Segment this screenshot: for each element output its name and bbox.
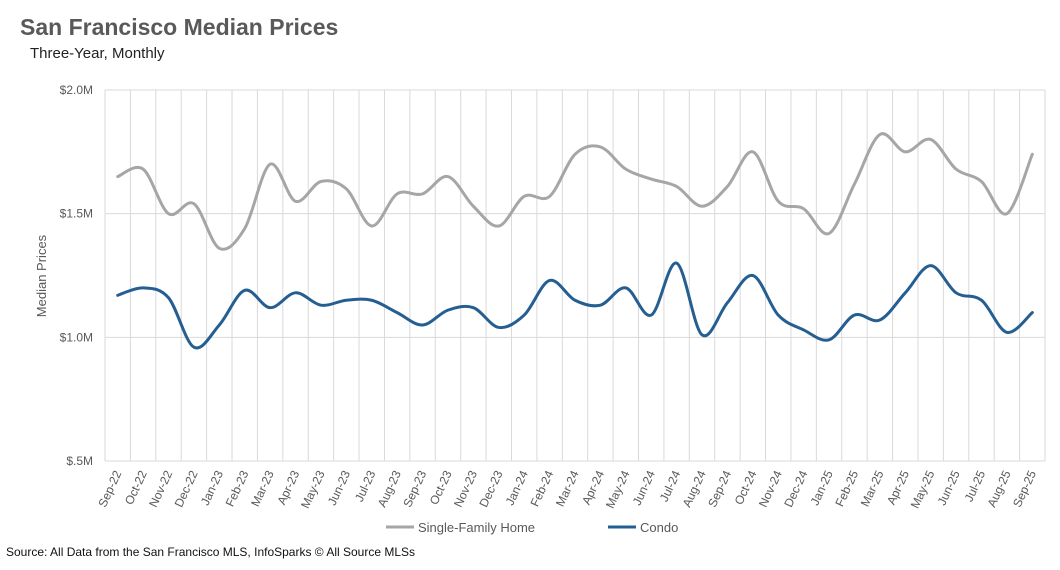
chart-title: San Francisco Median Prices — [20, 14, 339, 40]
y-axis-label: Median Prices — [34, 234, 49, 317]
x-tick-label: Sep-22 — [95, 468, 124, 509]
x-tick-label: Oct-23 — [427, 468, 455, 507]
x-tick-label: Dec-22 — [172, 468, 201, 509]
x-tick-label: Apr-23 — [274, 468, 302, 507]
x-tick-label: Jan-25 — [808, 468, 836, 507]
x-tick-label: May-24 — [603, 468, 633, 510]
x-tick-label: Jul-24 — [657, 468, 684, 504]
x-tick-label: Jan-24 — [503, 468, 531, 507]
y-tick-label: $2.0M — [60, 83, 93, 97]
x-tick-label: Oct-22 — [122, 468, 150, 507]
x-tick-label: Sep-24 — [705, 468, 734, 509]
y-tick-label: $1.5M — [60, 207, 93, 221]
x-tick-label: Apr-24 — [579, 468, 607, 507]
x-tick-label: Oct-24 — [732, 468, 760, 507]
x-tick-label: Dec-23 — [476, 468, 505, 509]
legend-label: Condo — [640, 520, 678, 535]
y-tick-label: $1.0M — [60, 330, 93, 344]
chart-subtitle: Three-Year, Monthly — [30, 45, 165, 62]
x-tick-label: Mar-25 — [858, 468, 887, 509]
x-tick-label: May-23 — [298, 468, 328, 510]
x-tick-label: Jul-25 — [962, 468, 989, 504]
y-tick-label: $.5M — [66, 454, 93, 468]
x-tick-label: Sep-25 — [1010, 468, 1039, 509]
source-note: Source: All Data from the San Francisco … — [6, 545, 416, 559]
x-tick-label: Jun-25 — [935, 468, 963, 507]
x-tick-label: Sep-23 — [400, 468, 429, 509]
series-line-single-family-home — [116, 132, 1034, 251]
x-tick-label: Jan-23 — [198, 468, 226, 507]
series-line-condo — [116, 261, 1034, 350]
x-tick-label: Apr-25 — [884, 468, 912, 507]
x-tick-label: Dec-24 — [781, 468, 810, 509]
x-tick-label: May-25 — [908, 468, 938, 510]
x-tick-label: Jun-23 — [325, 468, 353, 507]
legend-label: Single-Family Home — [418, 520, 535, 535]
x-tick-label: Jul-23 — [352, 468, 379, 504]
x-tick-label: Mar-23 — [248, 468, 277, 509]
x-tick-label: Jun-24 — [630, 468, 658, 507]
x-tick-label: Mar-24 — [553, 468, 582, 509]
